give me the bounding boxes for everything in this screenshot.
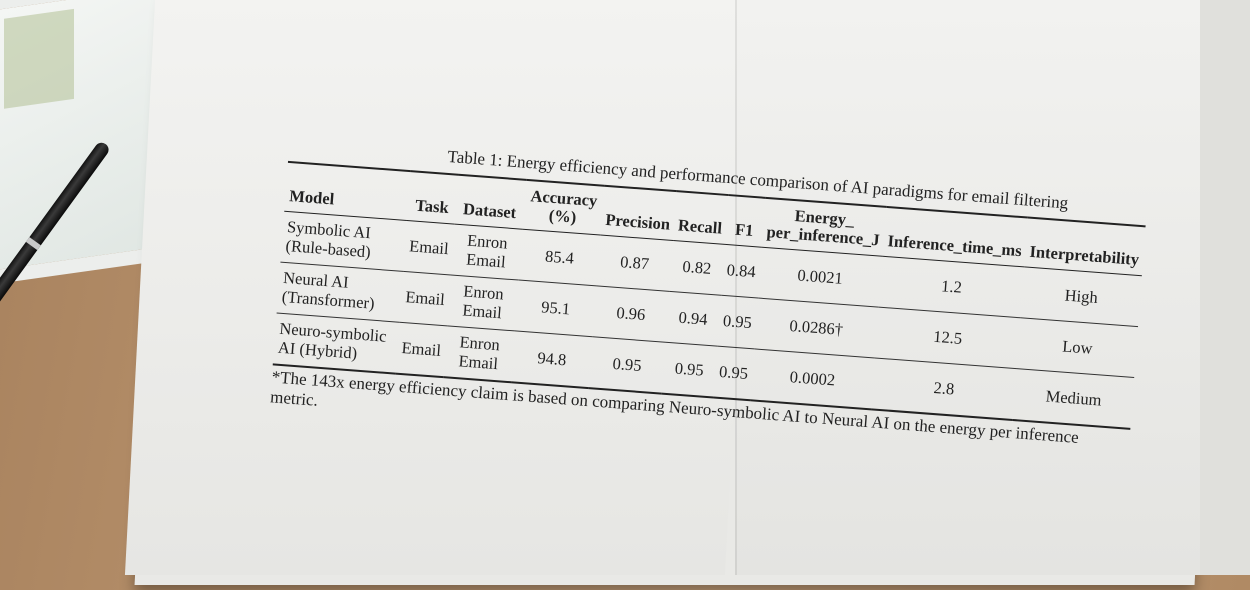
header-model: Model [284,161,411,221]
cell-dataset: Enron Email [442,326,515,383]
cell-recall: 0.94 [665,291,721,347]
cell-recall: 0.95 [661,342,718,398]
cell-energy: 0.0002 [749,349,875,410]
cell-accuracy: 94.8 [510,331,593,389]
header-accuracy: Accuracy (%) [522,179,605,236]
right-page [735,0,1200,575]
header-recall: Recall [672,191,729,245]
header-f1: F1 [724,195,766,248]
cell-interp: Medium [1012,368,1135,430]
cell-interp: High [1020,267,1142,327]
header-precision: Precision [600,185,677,241]
cell-time: 2.8 [870,358,1017,421]
header-task: Task [407,171,459,225]
cell-precision: 0.96 [592,286,670,343]
cell-dataset: Enron Email [446,275,519,332]
page-fold [735,0,737,575]
cell-f1: 0.95 [713,346,754,401]
cell-recall: 0.82 [669,240,725,296]
cell-f1: 0.95 [717,295,758,350]
cell-precision: 0.95 [588,337,666,394]
cell-accuracy: 95.1 [514,280,597,338]
cell-task: Email [395,322,447,378]
cell-energy: 0.0286† [753,298,879,359]
header-dataset: Dataset [454,174,527,230]
cell-precision: 0.87 [596,235,673,292]
cell-model: Neuro-symbolic AI (Hybrid) [272,313,400,374]
cell-accuracy: 85.4 [518,229,601,287]
next-page-edge [1200,0,1250,575]
window-view [4,8,74,109]
cell-f1: 0.84 [720,244,762,299]
cell-dataset: Enron Email [450,224,523,281]
cell-energy: 0.0021 [757,247,883,308]
cell-task: Email [403,220,455,276]
cell-model: Symbolic AI (Rule-based) [280,211,408,272]
cell-model: Neural AI (Transformer) [276,262,404,323]
header-energy: Energy_ per_inference_J [761,197,887,257]
cell-task: Email [399,271,451,327]
cell-interp: Low [1016,318,1138,378]
header-interpretability: Interpretability [1024,217,1146,277]
pen-band [25,237,41,251]
